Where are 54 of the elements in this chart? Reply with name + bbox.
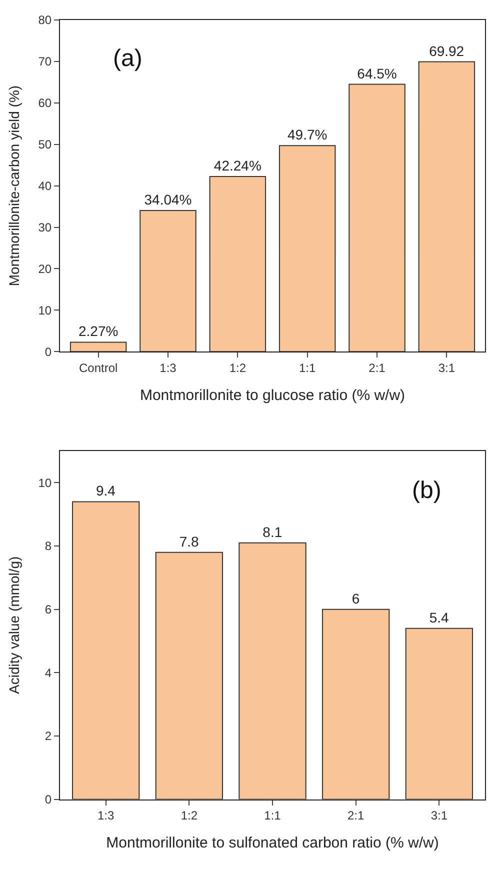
bar [72, 501, 140, 800]
x-tick-label: 3:1 [438, 361, 456, 375]
x-axis-title: Montmorillonite to sulfonated carbon ratio (% w/w) [106, 834, 439, 852]
x-tick-label: 1:3 [97, 808, 114, 823]
bar [405, 628, 473, 800]
x-tick-label: 1:1 [264, 808, 282, 823]
y-tick-label: 2 [44, 729, 52, 744]
data-label: 69.92 [429, 42, 464, 59]
bar [322, 608, 390, 800]
x-tick-label: 2:1 [368, 361, 386, 375]
bar [140, 210, 196, 352]
y-tick-label: 8 [44, 539, 52, 554]
y-tick-label: 10 [38, 476, 52, 490]
data-label: 34.04% [144, 192, 192, 208]
annotation: (b) [412, 477, 442, 504]
data-label: 7.8 [179, 533, 200, 550]
y-tick-label: 0 [44, 792, 52, 806]
y-tick-label: 50 [38, 138, 52, 152]
data-label: 5.4 [429, 609, 450, 626]
data-label: 9.4 [96, 482, 116, 499]
x-tick-label: 1:3 [160, 361, 177, 375]
y-tick-label: 20 [38, 262, 52, 276]
x-tick-label: 1:1 [298, 361, 316, 375]
bar [155, 552, 223, 800]
y-tick-label: 60 [38, 96, 52, 110]
data-label: 2.27% [78, 323, 118, 340]
y-tick-label: 30 [38, 220, 52, 234]
y-tick-label: 0 [44, 344, 52, 359]
x-tick-label: 1:2 [180, 808, 198, 823]
x-tick-label: Control [78, 361, 118, 375]
y-tick-label: 4 [44, 666, 52, 680]
bar [418, 61, 476, 352]
x-tick-label: 2:1 [347, 808, 364, 823]
y-axis-title: Montmorillonite-carbon yield (%) [6, 85, 22, 286]
x-axis-title: Montmorillonite to glucose ratio (% w/w) [140, 387, 406, 404]
bar [348, 84, 406, 352]
y-tick-label: 40 [38, 179, 52, 193]
x-tick-label: 3:1 [430, 808, 448, 823]
data-label: 6 [352, 590, 360, 606]
data-label: 8.1 [262, 524, 282, 540]
data-label: 42.24% [214, 158, 262, 174]
bar [209, 176, 266, 352]
y-tick-label: 80 [38, 13, 52, 28]
bar [238, 542, 306, 800]
x-tick-label: 1:2 [229, 361, 246, 375]
y-tick-label: 6 [44, 602, 52, 617]
y-axis-title: Acidity value (mmol/g) [6, 556, 22, 694]
bar [70, 342, 127, 352]
annotation: (a) [113, 45, 142, 72]
data-label: 64.5% [357, 65, 397, 82]
bar [278, 145, 336, 352]
y-tick-label: 10 [38, 303, 52, 318]
y-tick-label: 70 [38, 54, 52, 69]
data-label: 49.7% [287, 126, 328, 143]
